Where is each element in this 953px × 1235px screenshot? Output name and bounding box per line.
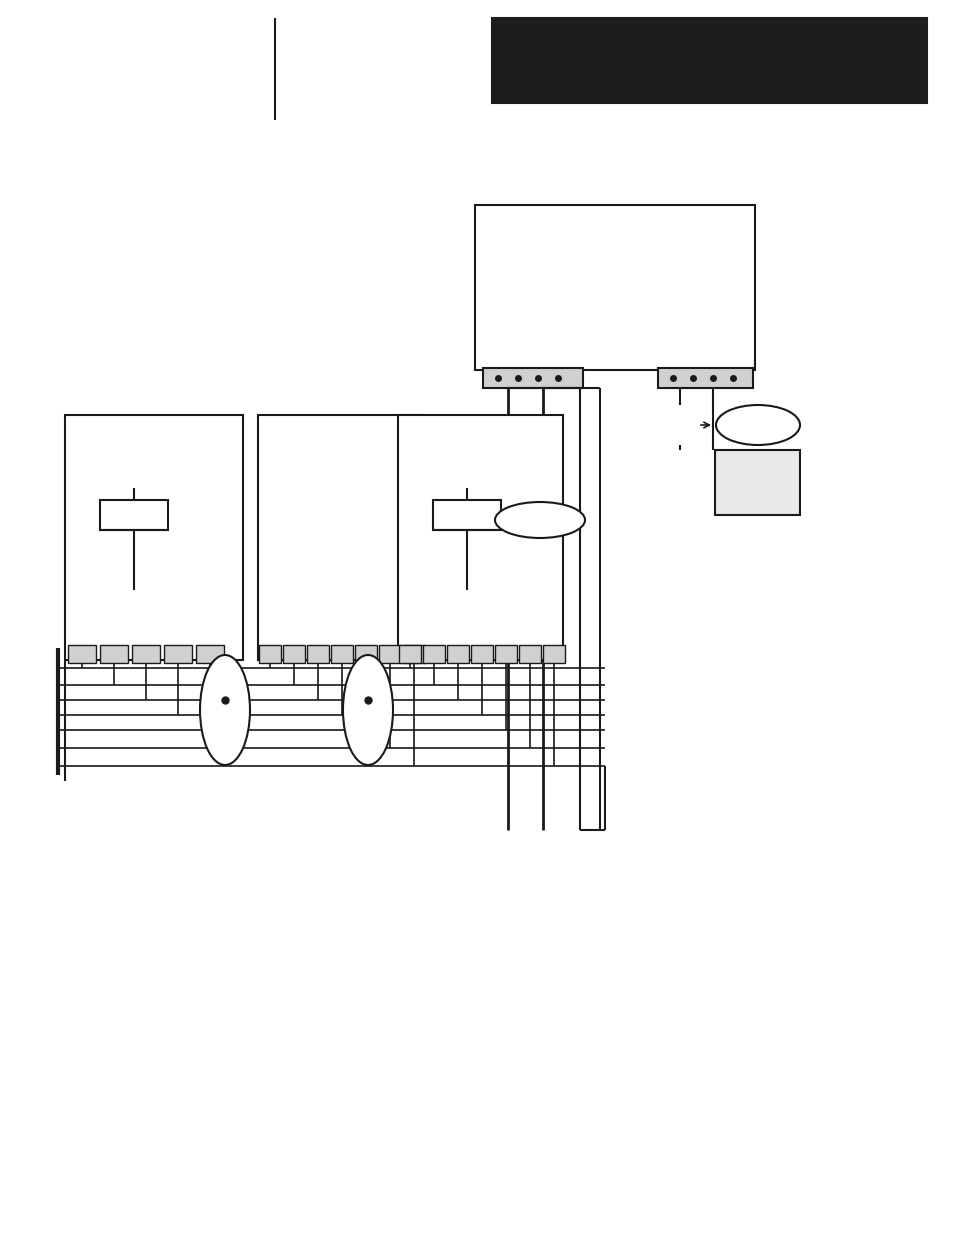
Bar [283,645,305,663]
Bar [258,645,281,663]
Bar [714,450,800,515]
Bar [164,645,192,663]
Bar [542,645,564,663]
Bar [307,645,329,663]
Bar [422,645,444,663]
Bar [433,500,500,530]
Bar [447,645,469,663]
Bar [518,645,540,663]
Bar [495,645,517,663]
Ellipse shape [716,405,800,445]
Bar [132,645,160,663]
Bar [68,645,96,663]
Bar [492,19,926,103]
Bar [65,415,243,659]
Bar [398,645,420,663]
Bar [100,645,128,663]
Bar [482,368,582,388]
Bar [378,645,400,663]
Bar [195,645,224,663]
Bar [471,645,493,663]
Bar [402,645,424,663]
Ellipse shape [495,501,584,538]
Ellipse shape [343,655,393,764]
Ellipse shape [200,655,250,764]
Bar [331,645,353,663]
Bar [475,205,754,370]
Bar [397,415,562,659]
Bar [257,415,422,659]
Bar [355,645,376,663]
Bar [658,368,752,388]
Bar [100,500,168,530]
